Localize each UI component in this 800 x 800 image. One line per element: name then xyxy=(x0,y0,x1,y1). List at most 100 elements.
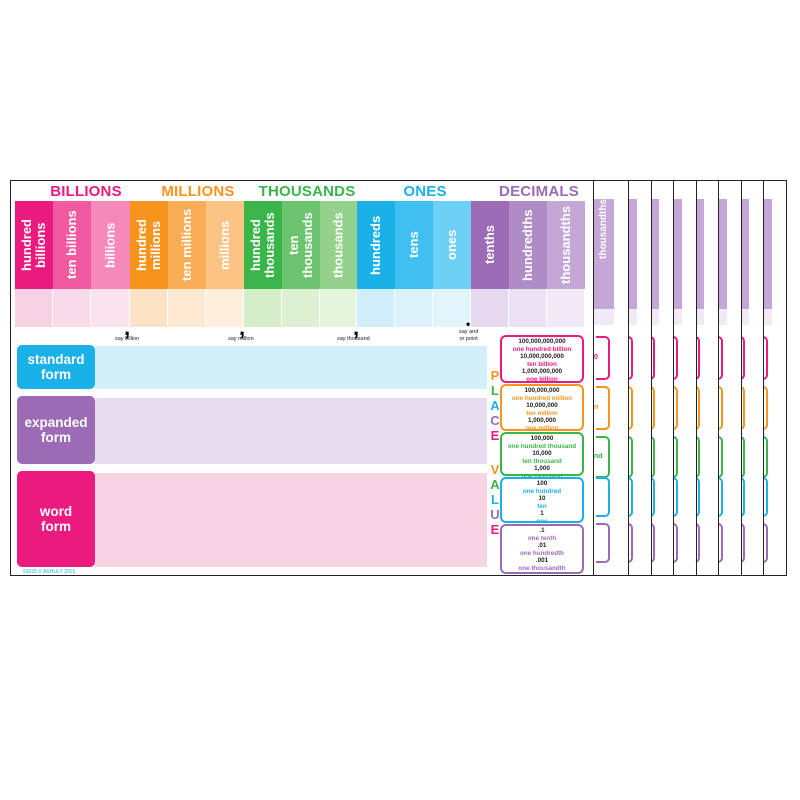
column-label: ten millions xyxy=(179,208,194,282)
place-value-line: one million xyxy=(525,424,559,432)
digit-cell-tenths[interactable] xyxy=(471,289,509,327)
place-value-line: 1,000,000,000 xyxy=(521,368,563,376)
say-and-note: say and or point xyxy=(459,329,478,343)
place-value-line: one thousand xyxy=(502,473,582,481)
place-value-line: 1,000,000 xyxy=(527,417,556,425)
digit-cell-ten-thousands[interactable] xyxy=(282,289,320,327)
group-decimals: DECIMALS xyxy=(499,183,579,200)
place-value-letter: A xyxy=(490,398,500,413)
column-label: thousands xyxy=(330,212,346,278)
stacked-sheet: thousandths 0 n nd xyxy=(593,180,629,576)
column-label: millions xyxy=(217,220,232,270)
copyright: 91025 © ASHLEY 2016 xyxy=(23,569,76,575)
place-value-line: one hundred billion xyxy=(512,345,572,353)
place-value-line: one thousandth xyxy=(518,564,566,572)
place-value-line: 10,000 xyxy=(532,450,552,458)
place-value-line: .1 xyxy=(539,527,545,534)
column-ten-thousands: ten thousands xyxy=(282,201,320,289)
digit-cell-thousandths[interactable] xyxy=(547,289,585,327)
digit-cell-billions[interactable] xyxy=(91,289,130,327)
stacked-column-label: thousandths xyxy=(598,199,609,259)
column-label: hundred billions xyxy=(19,219,48,271)
column-label: tens xyxy=(406,231,421,259)
say-and-line2: or point xyxy=(459,336,478,342)
say-billion-note: say billion xyxy=(115,336,140,342)
stacked-place-value-box xyxy=(596,336,610,380)
standard-form-label: standard form xyxy=(17,345,95,389)
column-ten-millions: ten millions xyxy=(168,201,206,289)
standard-form-field[interactable] xyxy=(95,346,487,389)
place-value-letter: C xyxy=(490,413,500,428)
place-value-box: 100,000,000 one hundred million 10,000,000… xyxy=(500,384,584,432)
digit-cell-hundredths[interactable] xyxy=(509,289,547,327)
column-label: hundred thousands xyxy=(248,212,277,278)
digit-cell-millions[interactable] xyxy=(206,289,244,327)
place-value-line: one hundred million xyxy=(511,394,573,402)
place-value-letter: P xyxy=(490,368,500,383)
column-label: hundred millions xyxy=(134,219,163,271)
place-value-letter: V xyxy=(490,462,500,477)
place-value-letter: L xyxy=(491,492,499,507)
stacked-column-cell xyxy=(594,309,614,325)
column-label: hundreds xyxy=(368,215,383,275)
column-label: ones xyxy=(444,229,459,261)
column-ten-billions: ten billions xyxy=(53,201,91,289)
digit-cell-hundred-millions[interactable] xyxy=(130,289,168,327)
stacked-box-text: 0 xyxy=(594,354,598,361)
group-thousands: THOUSANDS xyxy=(258,183,356,200)
column-hundreds: hundreds xyxy=(357,201,395,289)
place-value-line: 100,000,000 xyxy=(524,387,560,394)
place-value-letter: L xyxy=(491,383,499,398)
digit-cell-hundreds[interactable] xyxy=(357,289,395,327)
column-label: hundredths xyxy=(520,209,535,281)
column-label: tenths xyxy=(482,225,497,265)
digit-cell-ten-billions[interactable] xyxy=(53,289,91,327)
column-label: billions xyxy=(102,222,118,268)
stacked-column-thousandths: thousandths xyxy=(594,199,614,309)
place-value-line: 1 xyxy=(540,510,544,518)
place-value-line: one hundredth xyxy=(519,549,565,557)
column-thousandths: thousandths xyxy=(547,201,585,289)
group-ones: ONES xyxy=(403,183,447,200)
digit-cell-hundred-billions[interactable] xyxy=(15,289,53,327)
column-tenths: tenths xyxy=(471,201,509,289)
stacked-box-text: n xyxy=(594,404,599,411)
place-value-line: one hundred thousand xyxy=(507,442,577,450)
word-form-label: word form xyxy=(17,471,95,567)
group-billions: BILLIONS xyxy=(50,183,122,200)
place-value-line: ten thousand xyxy=(522,457,562,465)
column-tens: tens xyxy=(395,201,433,289)
digit-cell-ones[interactable] xyxy=(433,289,471,327)
place-value-line: one hundred xyxy=(522,487,562,495)
digit-cell-hundred-thousands[interactable] xyxy=(244,289,282,327)
place-value-line: 10,000,000,000 xyxy=(520,353,564,361)
place-value-letter: A xyxy=(490,477,500,492)
place-value-line: one tenth xyxy=(527,534,557,542)
column-hundred-millions: hundred millions xyxy=(130,201,168,289)
say-and-line1: say and xyxy=(459,329,479,335)
column-label: ten thousands xyxy=(286,212,315,278)
place-value-box: 100,000 one hundred thousand 10,000 ten tho… xyxy=(500,432,584,480)
word-form-field[interactable] xyxy=(95,473,487,567)
place-value-letter: U xyxy=(490,507,500,522)
comma-billion: , xyxy=(124,315,131,340)
expanded-form-label: expanded form xyxy=(17,396,95,464)
digit-cell-ten-millions[interactable] xyxy=(168,289,206,327)
place-value-line: 100,000 xyxy=(530,435,554,442)
column-billions: billions xyxy=(91,201,130,289)
place-value-line: .01 xyxy=(537,542,547,550)
place-value-box: 100 one hundred 10 ten 1 one xyxy=(500,477,584,525)
place-value-line: 100,000,000,000 xyxy=(518,338,566,345)
digit-cell-thousands[interactable] xyxy=(320,289,357,327)
column-thousands: thousands xyxy=(320,201,357,289)
place-value-line: 100 xyxy=(536,480,548,487)
place-value-letter: E xyxy=(490,522,500,537)
comma-thousand: , xyxy=(353,315,360,340)
column-label: thousandths xyxy=(558,206,573,284)
expanded-form-field[interactable] xyxy=(95,398,487,464)
place-value-line: ten xyxy=(537,502,547,510)
place-value-line: ten million xyxy=(526,409,558,417)
place-value-line: 10 xyxy=(538,495,546,503)
place-value-line: one xyxy=(536,517,548,525)
digit-cell-tens[interactable] xyxy=(395,289,433,327)
